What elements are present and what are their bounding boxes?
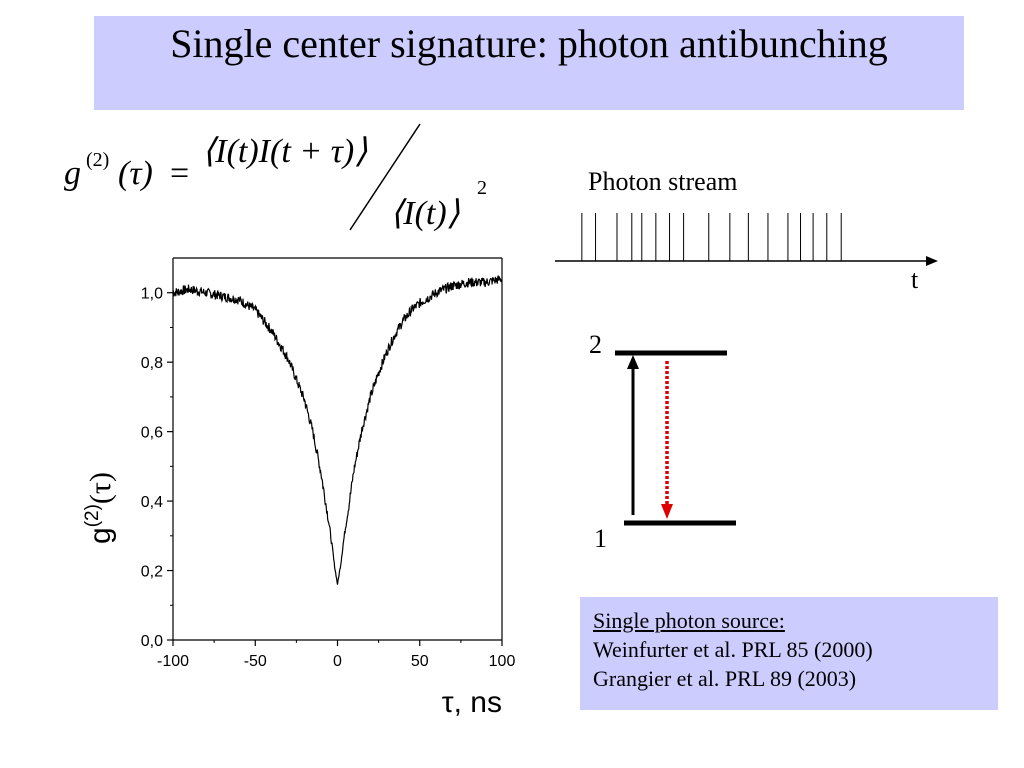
- x-tick-label: -100: [157, 653, 189, 670]
- formula-denominator-power: 2: [477, 177, 487, 199]
- energy-level-diagram: 2 1: [580, 325, 760, 555]
- references-heading: Single photon source:: [593, 608, 785, 633]
- photon-pulses: [581, 213, 842, 261]
- slide-title: Single center signature: photon antibunc…: [170, 21, 888, 66]
- g2-chart: 0,0 0,2 0,4 0,6 0,8 1,0 -100 -50 0 50 100 g(2)(τ) …: [40, 250, 540, 730]
- formula-lhs-arg: (τ): [118, 155, 153, 192]
- y-axis-label-arg: (τ): [84, 472, 117, 504]
- y-tick-label: 0,4: [141, 494, 163, 511]
- y-axis-label-sup: (2): [82, 504, 103, 527]
- photon-stream: Photon stream t: [550, 160, 950, 300]
- chart-ticks: 0,0 0,2 0,4 0,6 0,8 1,0 -100 -50 0 50 100: [141, 286, 516, 670]
- upper-level-label: 2: [589, 330, 602, 359]
- y-tick-label: 0,6: [141, 425, 163, 442]
- time-axis-label: t: [911, 265, 919, 294]
- lower-level-label: 1: [594, 524, 607, 553]
- y-tick-label: 0,2: [141, 564, 163, 581]
- formula-lhs-g: g: [64, 155, 81, 192]
- excitation-arrow: [627, 355, 639, 515]
- photon-stream-label: Photon stream: [588, 167, 738, 196]
- y-axis-label: g(2)(τ): [82, 472, 117, 544]
- reference-weinfurter: Weinfurter et al. PRL 85 (2000): [593, 637, 873, 662]
- emission-arrow: [661, 361, 673, 519]
- x-tick-label: 100: [489, 653, 516, 670]
- x-tick-label: 50: [411, 653, 429, 670]
- y-tick-label: 0,0: [141, 633, 163, 650]
- x-axis-label: τ, ns: [442, 686, 502, 719]
- x-tick-label: -50: [244, 653, 267, 670]
- y-axis-label-base: g: [84, 527, 117, 544]
- time-axis-arrowhead: [926, 256, 938, 266]
- g2-curve: [172, 275, 503, 585]
- g2-formula: g (2) (τ) = ⟨I(t)I(t + τ)⟩ ⟨I(t)⟩ 2: [60, 120, 520, 240]
- title-banner: Single center signature: photon antibunc…: [94, 16, 964, 110]
- y-tick-label: 1,0: [141, 286, 163, 303]
- formula-lhs-sup: (2): [86, 149, 109, 171]
- formula-equals: =: [170, 155, 189, 192]
- reference-grangier: Grangier et al. PRL 89 (2003): [593, 666, 857, 691]
- y-tick-label: 0,8: [141, 355, 163, 372]
- formula-numerator: ⟨I(t)I(t + τ)⟩: [202, 133, 367, 170]
- references-box: Single photon source: Weinfurter et al. …: [580, 597, 998, 710]
- x-tick-label: 0: [333, 653, 342, 670]
- formula-denominator: ⟨I(t)⟩: [390, 195, 460, 232]
- formula-fraction-slash: [349, 123, 421, 231]
